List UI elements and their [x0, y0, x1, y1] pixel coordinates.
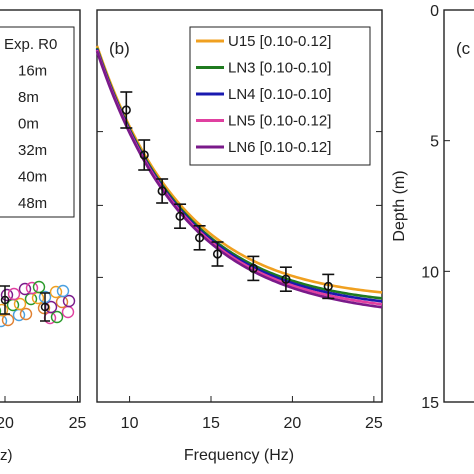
panel-b-legend-entry: LN5 [0.10-0.12]	[228, 113, 331, 130]
panel-c: (c 0 5 10 15 Depth (m)	[391, 3, 474, 412]
left-scatter	[0, 280, 76, 328]
left-scatter-marker	[44, 300, 58, 314]
panel-b-x-label: Frequency (Hz)	[184, 447, 294, 464]
panel-b: (b) 10 15 20 25 Frequency (Hz) U15 [0.10-0.…	[95, 9, 383, 464]
panel-b-exp-point	[195, 233, 205, 243]
left-legend-entry: 16m	[18, 63, 47, 80]
panel-b-x-tick-label: 25	[365, 415, 383, 432]
left-scatter-marker	[32, 280, 46, 294]
left-legend-entry: Exp. R0	[4, 36, 57, 53]
panel-b-legend-entry: LN6 [0.10-0.12]	[228, 139, 331, 156]
left-x-ticks: 20 25	[0, 396, 87, 432]
left-scatter-marker	[13, 297, 27, 311]
panel-c-y-ticks: 0 5 10 15	[421, 3, 450, 412]
left-scatter-marker	[0, 288, 14, 302]
left-panel-frame	[0, 9, 81, 403]
panel-b-exp-points	[120, 91, 335, 300]
panel-b-x-ticks: 10 15 20 25	[121, 396, 383, 432]
panel-b-x-tick-label: 10	[121, 415, 139, 432]
left-scatter-marker	[61, 305, 75, 319]
left-legend-entry: 8m	[18, 89, 39, 106]
left-legend-entry: 32m	[18, 142, 47, 159]
left-scatter-marker	[56, 284, 70, 298]
panel-c-y-tick-label: 10	[421, 264, 439, 281]
panel-c-label: (c	[456, 39, 471, 58]
panel-b-legend-box	[189, 26, 371, 166]
panel-c-frame	[443, 9, 474, 403]
panel-c-y-tick-label: 15	[421, 395, 439, 412]
left-scatter-marker	[0, 307, 2, 315]
panel-b-legend-entry: LN4 [0.10-0.10]	[228, 86, 331, 103]
left-exp-marker	[0, 295, 10, 305]
left-scatter-marker	[19, 307, 33, 321]
panel-b-frame	[96, 9, 383, 403]
left-x-label: z)	[0, 447, 13, 464]
left-scatter-marker	[25, 281, 39, 295]
left-legend-entry: 40m	[18, 169, 47, 186]
left-scatter-marker	[49, 285, 63, 299]
panel-b-legend-entry: U15 [0.10-0.12]	[228, 33, 331, 50]
left-exp-marker	[40, 302, 50, 312]
left-x-tick-label: 20	[0, 415, 14, 432]
left-scatter-marker	[50, 310, 64, 324]
left-legend-entry: 48m	[18, 195, 47, 212]
left-scatter-marker	[62, 294, 76, 308]
left-x-tick-label: 25	[69, 415, 87, 432]
panel-b-x-tick-label: 15	[202, 415, 220, 432]
panel-c-y-tick-label: 5	[430, 134, 439, 151]
left-scatter-marker	[7, 287, 21, 301]
left-legend-entry: 0m	[18, 116, 39, 133]
panel-b-exp-point	[139, 150, 149, 160]
panel-b-exp-point	[157, 186, 167, 196]
left-scatter-marker	[18, 282, 32, 296]
panel-b-y-ticks	[97, 131, 382, 278]
left-scatter-marker	[1, 313, 15, 327]
panel-b-legend-entry: LN3 [0.10-0.10]	[228, 60, 331, 77]
panel-b-exp-point	[248, 263, 258, 274]
panel-b-exp-point	[121, 105, 131, 115]
panel-c-y-tick-label: 0	[430, 3, 439, 20]
panel-b-legend: U15 [0.10-0.12] LN3 [0.10-0.10] LN4 [0.10-…	[196, 33, 331, 156]
panel-b-exp-point	[212, 249, 223, 259]
panel-b-exp-point	[281, 274, 291, 284]
panel-b-exp-point	[323, 281, 333, 292]
left-legend-box	[0, 26, 75, 218]
left-scatter-marker	[0, 303, 9, 317]
left-legend: Exp. R0 16m 8m 0m 32m 40m 48m	[4, 36, 57, 212]
panel-b-label: (b)	[109, 39, 130, 58]
panel-b-exp-point	[175, 211, 185, 221]
panel-c-y-label: Depth (m)	[391, 170, 408, 241]
panel-b-x-tick-label: 20	[284, 415, 302, 432]
